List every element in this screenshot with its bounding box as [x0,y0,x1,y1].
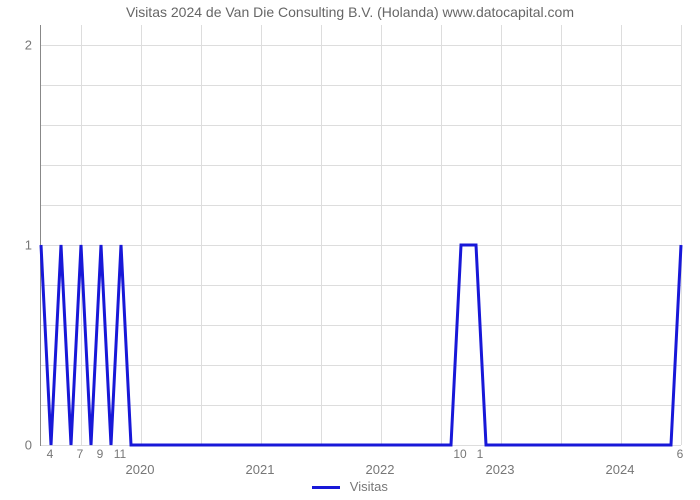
x-tick-label: 9 [97,447,104,461]
y-tick-label: 1 [25,238,32,253]
x-year-label: 2023 [486,462,515,477]
x-tick-label: 1 [477,447,484,461]
x-tick-label: 6 [677,447,684,461]
legend-label: Visitas [350,479,388,494]
line-series [41,25,681,445]
chart-title: Visitas 2024 de Van Die Consulting B.V. … [0,4,700,20]
plot-area [40,25,681,446]
legend-swatch [312,486,340,489]
x-tick-label: 11 [114,447,126,461]
x-tick-label: 4 [47,447,54,461]
y-tick-label: 0 [25,438,32,453]
x-year-label: 2021 [246,462,275,477]
x-tick-label: 10 [453,447,466,461]
legend: Visitas [0,479,700,494]
x-year-label: 2020 [126,462,155,477]
y-tick-label: 2 [25,38,32,53]
x-tick-label: 7 [77,447,84,461]
x-year-label: 2022 [366,462,395,477]
x-year-label: 2024 [606,462,635,477]
